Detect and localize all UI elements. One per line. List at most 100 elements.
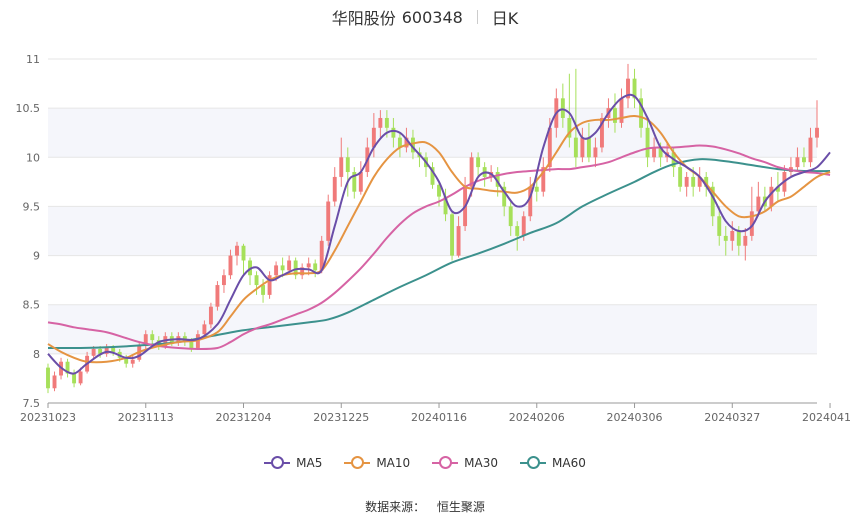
grid-band	[48, 304, 817, 354]
candle-body	[46, 367, 50, 389]
candle-body	[222, 275, 226, 286]
candle-body	[371, 127, 376, 148]
candle-body	[547, 127, 552, 168]
candle-body	[515, 226, 520, 236]
legend-ma5-icon	[264, 456, 291, 469]
candle-body	[769, 186, 774, 207]
stock-name: 华阳股份	[331, 9, 396, 28]
legend-item-ma5[interactable]: MA5	[264, 456, 322, 470]
candle-body	[430, 167, 435, 185]
candle-body	[241, 245, 246, 261]
x-tick-label: 20231113	[118, 411, 174, 424]
candle-body	[98, 348, 103, 354]
candle-body	[391, 127, 396, 138]
grid-band	[48, 206, 817, 256]
candle-body	[332, 176, 337, 202]
candle-body	[710, 186, 715, 217]
candle-body	[261, 285, 266, 295]
candle-body	[534, 186, 539, 192]
candle-body	[736, 231, 741, 246]
candle-body	[339, 157, 344, 177]
y-tick-label: 9.5	[23, 200, 41, 213]
candle-body	[254, 275, 259, 286]
y-tick-label: 10.5	[16, 102, 41, 115]
candle-body	[613, 108, 617, 123]
candle-body	[691, 176, 696, 187]
legend-item-ma30[interactable]: MA30	[432, 456, 498, 470]
candle-body	[521, 216, 526, 236]
candle-body	[111, 347, 116, 352]
candle-body	[437, 184, 441, 197]
candle-body	[658, 147, 663, 158]
x-tick-label: 20231225	[313, 411, 369, 424]
data-source: 数据来源： 恒生聚源	[365, 500, 485, 514]
candle-body	[293, 260, 298, 276]
candle-body	[326, 201, 331, 241]
candle-body	[319, 240, 324, 271]
candle-body	[632, 78, 637, 99]
candle-body	[202, 324, 207, 335]
series-line-ma30	[47, 144, 831, 350]
candle-body	[756, 196, 761, 212]
chart-title: 华阳股份 600348 日K	[0, 0, 850, 34]
legend-ma10-icon	[344, 456, 371, 469]
candle-body	[560, 98, 565, 118]
candle-body	[124, 357, 129, 364]
legend-item-ma10[interactable]: MA10	[344, 456, 410, 470]
candlestick-chart: 7.5 8 8.5 9 9.5 10 10.5 11 20231023 20231113 20231…	[16, 53, 850, 424]
candle-body	[573, 137, 578, 158]
series-line-ma5	[47, 93, 831, 375]
legend-item-ma60[interactable]: MA60	[520, 456, 586, 470]
x-tick-label: 20240418	[802, 411, 850, 424]
candle-body	[450, 214, 455, 256]
candle-body	[626, 78, 630, 99]
candle-body	[749, 211, 754, 236]
candle-body	[541, 167, 546, 192]
candle-body	[189, 342, 194, 348]
candle-body	[684, 176, 689, 187]
candle-body	[397, 137, 402, 148]
candle-body	[697, 176, 702, 187]
candle-body	[743, 235, 748, 246]
candle-body	[267, 275, 272, 295]
x-tick-label: 20240306	[607, 411, 663, 424]
candle-body	[384, 117, 389, 128]
candle-body	[730, 231, 735, 241]
y-tick-label: 8	[33, 348, 40, 361]
candle-body	[143, 334, 148, 346]
x-tick-label: 20240327	[704, 411, 760, 424]
candle-body	[72, 373, 77, 384]
candle-body	[775, 186, 780, 192]
candle-body	[52, 375, 57, 389]
candle-body	[619, 98, 624, 123]
y-tick-label: 10	[26, 151, 40, 164]
candle-body	[345, 157, 350, 173]
candle-body	[215, 285, 220, 307]
candle-body	[235, 245, 239, 256]
x-tick-label: 20240206	[509, 411, 565, 424]
candle-body	[599, 117, 604, 148]
candle-body	[228, 255, 233, 276]
candle-body	[678, 167, 683, 187]
candle-body	[795, 157, 800, 168]
candle-body	[528, 186, 533, 217]
candle-body	[645, 127, 650, 158]
x-tick-label: 20231023	[20, 411, 76, 424]
title-separator	[476, 10, 478, 24]
candle-body	[469, 157, 474, 187]
candle-body	[808, 137, 813, 163]
y-tick-label: 7.5	[23, 397, 41, 410]
legend-ma30-icon	[432, 456, 459, 469]
candle-body	[723, 235, 728, 241]
candle-body	[802, 157, 806, 163]
candle-body	[378, 117, 383, 128]
candle-body	[815, 127, 819, 138]
candle-body	[280, 265, 285, 271]
candle-body	[717, 216, 722, 236]
y-tick-label: 8.5	[23, 299, 41, 312]
candle-body	[502, 186, 507, 207]
candle-body	[352, 172, 357, 192]
candle-body	[150, 334, 155, 341]
x-tick-label: 20231204	[216, 411, 272, 424]
candle-body	[300, 267, 305, 276]
